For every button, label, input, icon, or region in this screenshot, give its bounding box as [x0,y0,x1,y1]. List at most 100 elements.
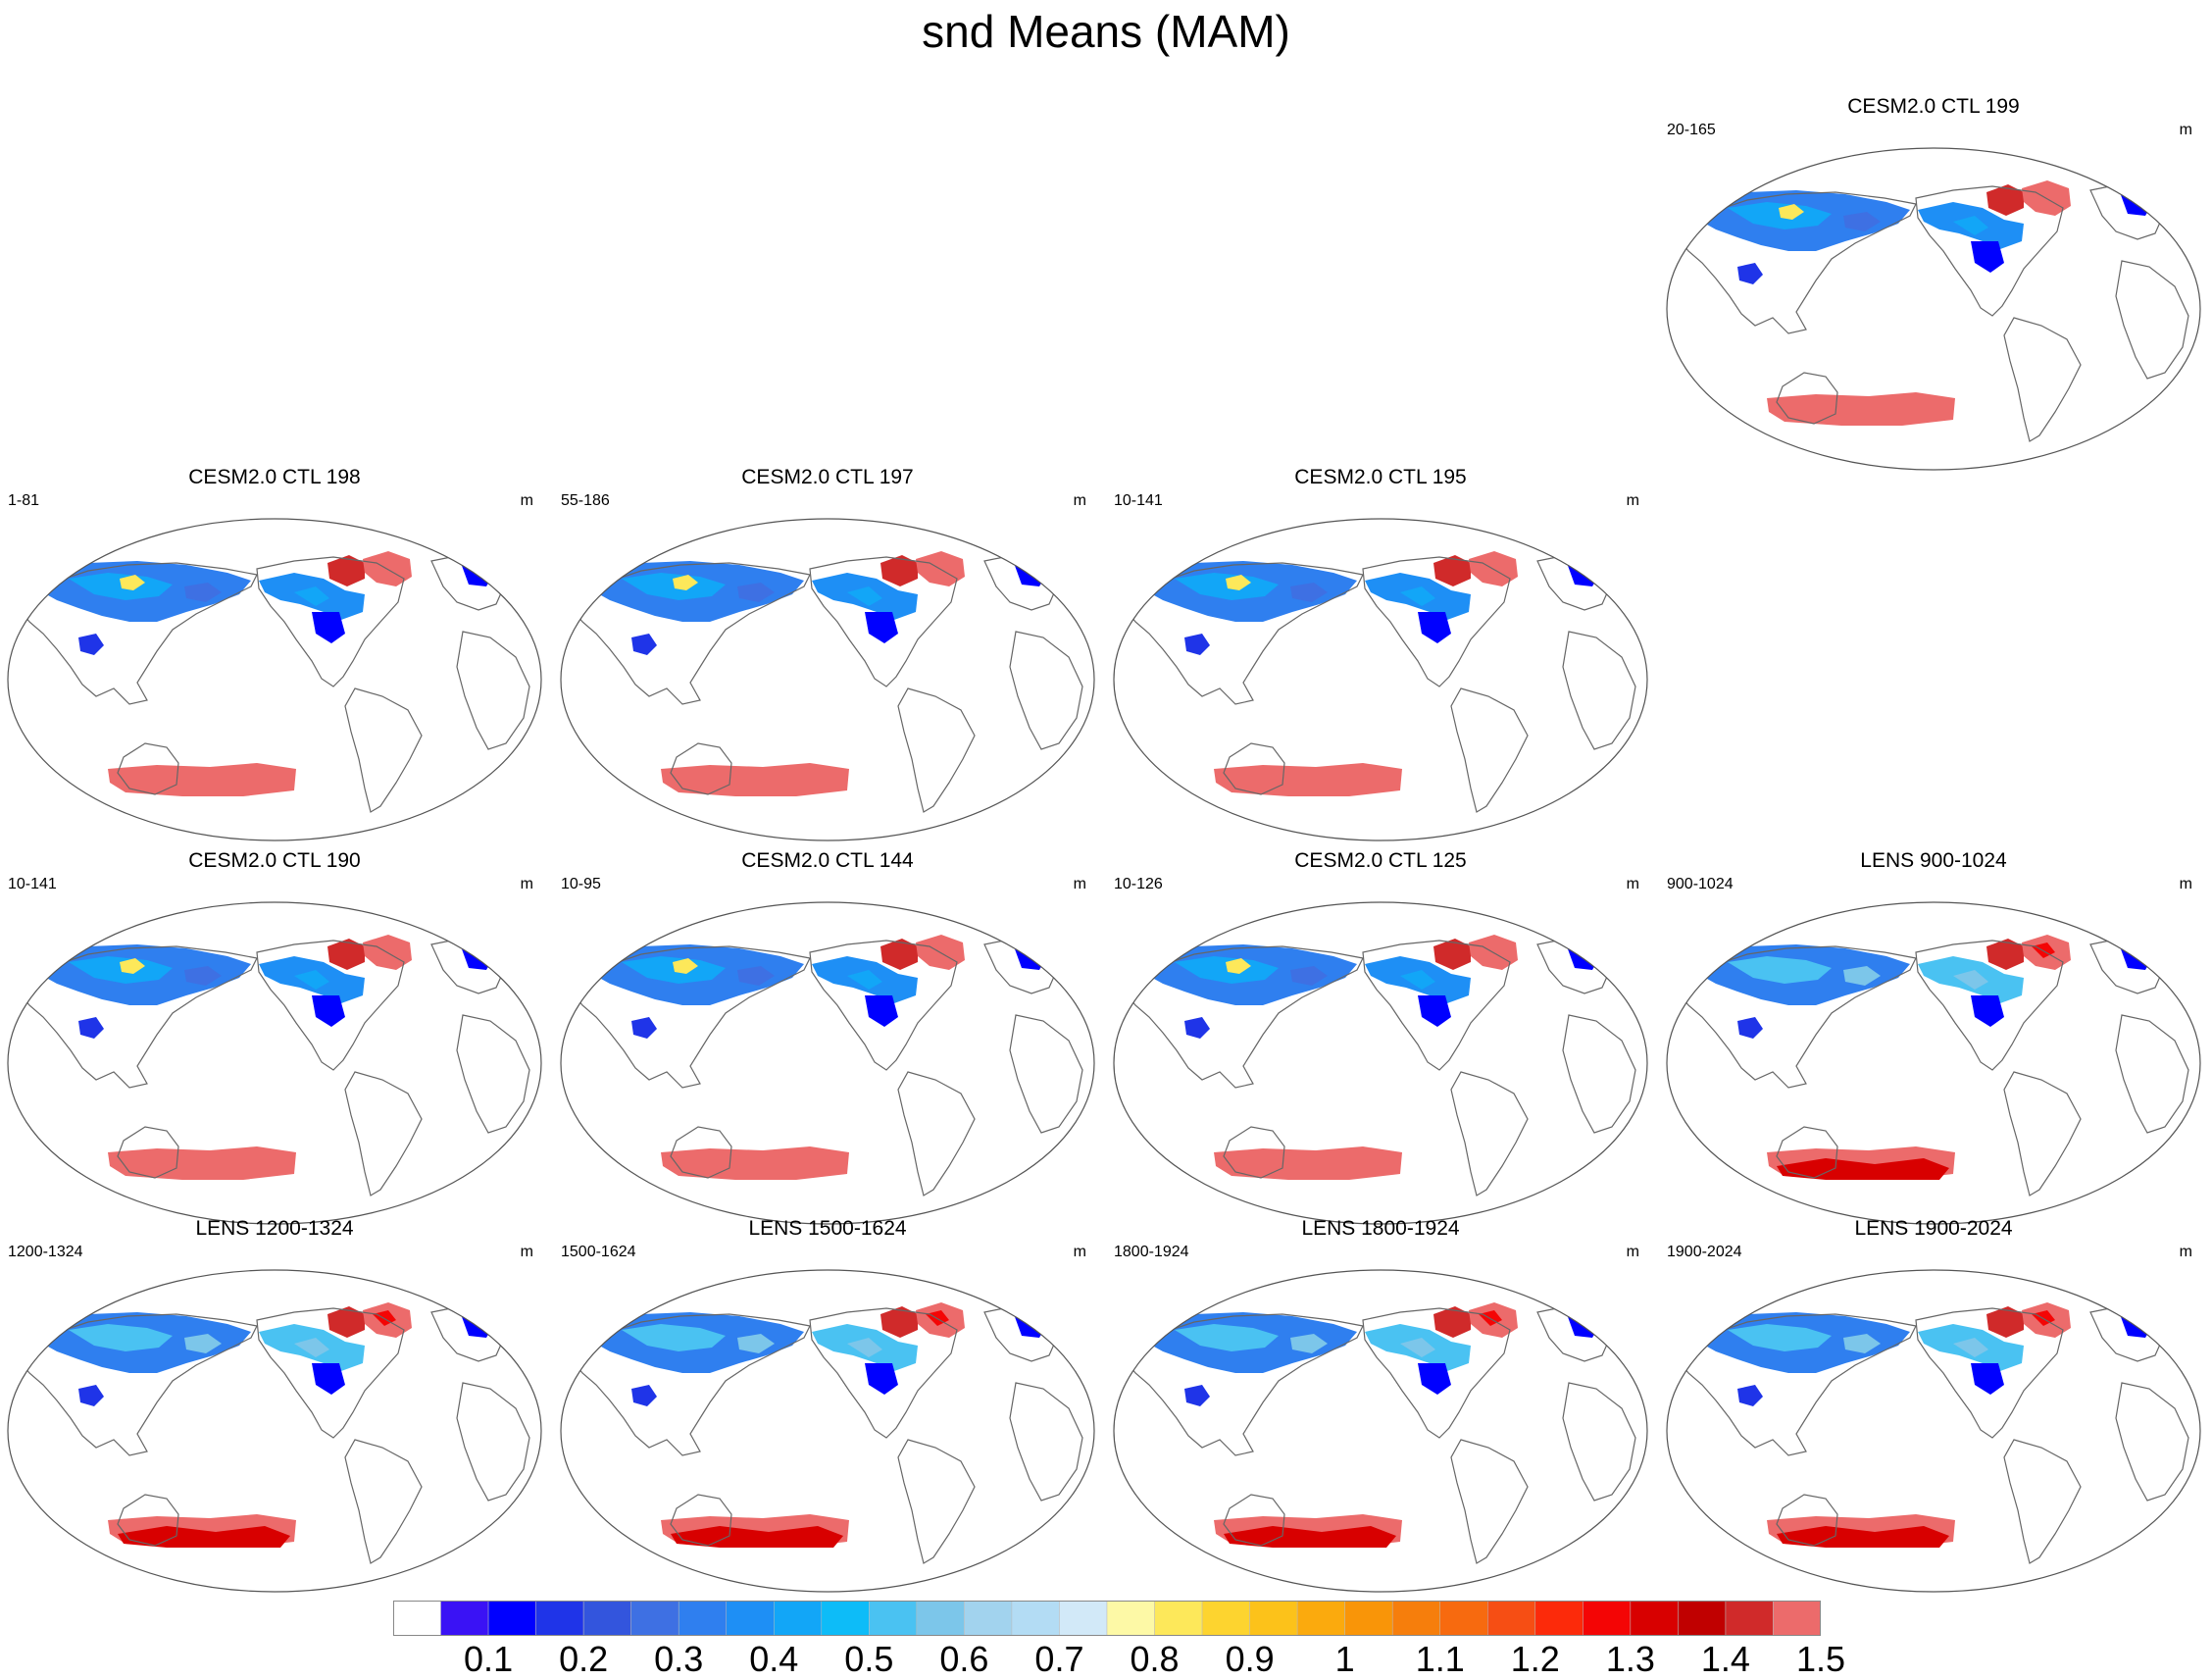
colorbar-swatch [1296,1601,1345,1636]
coastline [1223,742,1285,795]
panel-unit: m [520,876,533,892]
panel-unit: m [520,1244,533,1260]
coastline [256,1307,405,1439]
colorbar-label: 0.4 [749,1639,799,1679]
coastline [117,1494,179,1547]
snow-region [622,573,726,600]
panel-unit: m [2179,876,2192,892]
panel-title: LENS 1800-1924 [1301,1217,1460,1240]
coastline [670,1494,732,1547]
coastline [897,1439,976,1564]
snow-region [673,958,698,974]
coastline [2115,1382,2189,1502]
panel-title: CESM2.0 CTL 125 [1294,849,1467,872]
snow-region [1953,216,1988,235]
snow-region [1737,263,1763,284]
snow-region [1214,1146,1402,1180]
snow-region [327,939,365,970]
world-map [560,518,1095,841]
panel-title: CESM2.0 CTL 144 [741,849,914,872]
colorbar-swatch [774,1601,823,1636]
panel-range: 20-165 [1667,122,1716,138]
map-panel: LENS 1200-1324 1200-1324 m [0,1216,549,1599]
snow-region [1418,1363,1451,1395]
coastline [1680,1313,1917,1456]
panel-title: CESM2.0 CTL 197 [741,466,914,488]
colorbar-labels: 0.1 0.2 0.3 0.4 0.5 0.6 0.7 0.8 0.9 1 1.1 1.2 1.3 1.4… [0,1640,2212,1679]
colorbar-swatch [1439,1601,1488,1636]
snow-region [1224,1526,1396,1548]
snow-region [184,966,222,986]
coastline [2003,1439,2082,1564]
world-map [1113,518,1648,841]
coastline [344,687,423,813]
coastline [21,1313,258,1456]
coastline [1450,1071,1529,1196]
snow-region [294,970,329,990]
snow-region [737,1334,775,1353]
colorbar-label: 1.1 [1415,1639,1465,1679]
coastline [1915,1307,2064,1439]
world-map [560,901,1095,1225]
snow-region [1953,1338,1988,1357]
coastline [1680,945,1917,1089]
snow-region [1728,956,1832,984]
snow-region [1728,202,1832,229]
coastline [670,742,732,795]
coastline [1915,185,2064,317]
snow-region [78,1385,104,1406]
colorbar-swatch [1678,1601,1727,1636]
colorbar-label: 0.6 [939,1639,989,1679]
snow-region [847,970,882,990]
coastline [21,945,258,1089]
colorbar-swatch [440,1601,489,1636]
coastline [256,940,405,1071]
snow-region [1986,184,2024,216]
map-panel: CESM2.0 CTL 195 10-141 m [1106,465,1655,847]
world-map [1666,147,2201,471]
snow-region [673,575,698,590]
coastline [1362,940,1511,1071]
coastline [2115,260,2189,380]
panel-unit: m [1073,1244,1086,1260]
world-map [7,518,542,841]
coastline [1223,1126,1285,1179]
snow-region [1400,1338,1435,1357]
coastline [1562,1382,1636,1502]
coastline [117,1126,179,1179]
snow-region [1400,586,1435,606]
colorbar-swatch [869,1601,918,1636]
panel-title: LENS 900-1024 [1860,849,2007,872]
snow-region [847,586,882,606]
colorbar-swatch [726,1601,775,1636]
snow-region [1843,966,1881,986]
snow-region [120,958,145,974]
coastline [809,556,958,687]
map-panel: LENS 1900-2024 1900-2024 m [1659,1216,2208,1599]
snow-region [69,956,173,984]
coastline [670,1126,732,1179]
panel-range: 1900-2024 [1667,1244,1742,1260]
colorbar-swatch [1106,1601,1155,1636]
map-panel: LENS 1500-1624 1500-1624 m [553,1216,1102,1599]
snow-region [1737,1385,1763,1406]
coastline [897,1071,976,1196]
coastline [1776,372,1838,425]
colorbar-swatch [393,1601,441,1636]
snow-region [1737,1017,1763,1039]
snow-region [865,612,898,643]
snow-region [118,1526,290,1548]
snow-region [1418,612,1451,643]
coastline [344,1439,423,1564]
coastline [1362,1307,1511,1439]
map-panel: LENS 900-1024 900-1024 m [1659,848,2208,1231]
snow-region [622,956,726,984]
snow-region [631,1385,657,1406]
map-border [7,518,542,841]
map-panel: CESM2.0 CTL 197 55-186 m [553,465,1102,847]
colorbar-swatch [1773,1601,1821,1636]
snow-region [327,555,365,586]
colorbar-swatch [1583,1601,1632,1636]
snow-region [865,995,898,1027]
snow-region [1226,958,1251,974]
